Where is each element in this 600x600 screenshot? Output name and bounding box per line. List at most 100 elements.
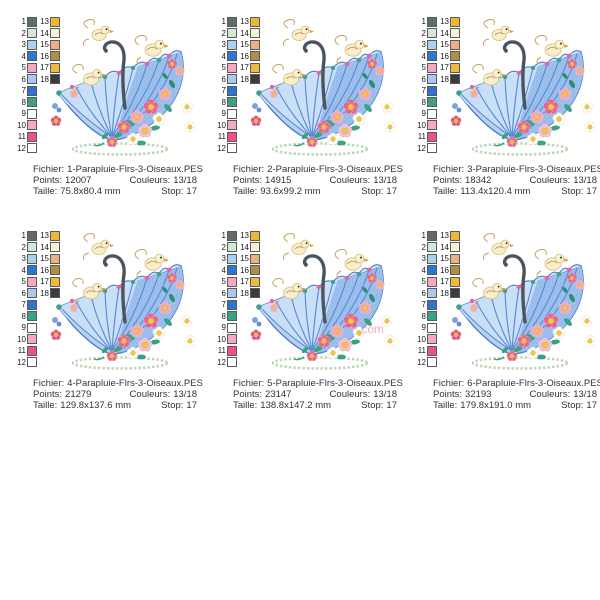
color-swatch	[27, 62, 37, 73]
color-swatch	[227, 322, 237, 333]
swatch-number: 4	[421, 265, 426, 275]
stop-label: Stop:	[361, 185, 384, 197]
color-swatch	[250, 253, 260, 264]
palette-swatch-row: 7	[212, 299, 237, 311]
swatch-number: 14	[240, 28, 249, 38]
color-swatch	[50, 28, 60, 39]
palette-swatch-row: 18	[237, 74, 260, 86]
swatch-number: 1	[421, 17, 426, 27]
palette-column-2: 13 14 15 16 17 18	[37, 16, 60, 85]
swatch-number: 4	[221, 51, 226, 61]
points-label: Points:	[33, 388, 63, 400]
file-label: Fichier:	[433, 378, 465, 389]
color-swatch	[227, 28, 237, 39]
points-label: Points:	[433, 388, 463, 400]
stop-value: 17	[186, 185, 197, 197]
palette-swatch-row: 11	[212, 345, 237, 357]
points-label: Points:	[433, 174, 463, 186]
color-swatch	[227, 97, 237, 108]
swatch-number: 6	[21, 74, 26, 84]
file-label: Fichier:	[233, 378, 265, 389]
palette-swatch-row: 6	[212, 288, 237, 300]
swatch-number: 12	[217, 357, 226, 367]
size-value: 138.8x147.2 mm	[260, 399, 332, 411]
file-label: Fichier:	[33, 378, 65, 389]
color-swatch	[27, 299, 37, 310]
stop-group: Stop: 17	[361, 399, 397, 412]
palette-swatch-row: 12	[12, 357, 37, 369]
swatch-number: 8	[21, 311, 26, 321]
palette-swatch-row: 12	[212, 143, 237, 155]
palette-swatch-row: 18	[37, 288, 60, 300]
swatch-number: 12	[17, 357, 26, 367]
color-swatch	[250, 16, 260, 27]
swatch-number: 10	[417, 120, 426, 130]
palette-swatch-row: 15	[37, 39, 60, 51]
color-swatch	[227, 357, 237, 368]
swatch-number: 6	[21, 288, 26, 298]
swatch-number: 14	[440, 242, 449, 252]
palette-swatch-row: 4	[212, 51, 237, 63]
palette-swatch-row: 1	[212, 16, 237, 28]
color-swatch	[450, 265, 460, 276]
file-name-line: Fichier: 3-Parapluie-Flrs-3-Oiseaux.PES	[433, 164, 600, 176]
file-name: 5-Parapluie-Flrs-3-Oiseaux.PES	[267, 378, 403, 389]
file-name: 1-Parapluie-Flrs-3-Oiseaux.PES	[67, 164, 203, 175]
palette-swatch-row: 13	[437, 230, 460, 242]
palette-column-1: 1 2 3 4 5 6 7 8 9 10 11 12	[12, 16, 37, 154]
color-swatch	[427, 299, 437, 310]
swatch-number: 4	[21, 265, 26, 275]
colors-group: Couleurs: 13/18	[130, 175, 197, 187]
stop-group: Stop: 17	[161, 185, 197, 198]
color-swatch	[227, 16, 237, 27]
swatch-number: 16	[40, 265, 49, 275]
stop-group: Stop: 17	[561, 186, 597, 198]
colors-label: Couleurs:	[529, 174, 571, 186]
swatch-number: 17	[40, 277, 49, 287]
colors-value: 13/18	[573, 388, 597, 400]
colors-value: 13/18	[573, 174, 597, 186]
points-group: Points: 12007	[33, 175, 91, 187]
design-info: Fichier: 5-Parapluie-Flrs-3-Oiseaux.PES P…	[233, 378, 403, 412]
swatch-number: 14	[40, 242, 49, 252]
palette-swatch-row: 17	[37, 276, 60, 288]
color-swatch	[50, 62, 60, 73]
swatch-number: 15	[240, 40, 249, 50]
color-swatch	[427, 120, 437, 131]
palette-swatch-row: 10	[412, 120, 437, 132]
color-swatch	[227, 242, 237, 253]
points-group: Points: 21279	[33, 388, 91, 401]
colors-label: Couleurs:	[329, 388, 371, 400]
color-swatch	[227, 276, 237, 287]
color-swatch	[427, 345, 437, 356]
color-swatch	[250, 276, 260, 287]
swatch-number: 3	[421, 40, 426, 50]
swatch-number: 10	[17, 120, 26, 130]
swatch-number: 15	[440, 40, 449, 50]
palette-swatch-row: 17	[237, 276, 260, 288]
palette-swatch-row: 14	[437, 242, 460, 254]
swatch-number: 10	[217, 334, 226, 344]
swatch-number: 17	[40, 63, 49, 73]
stop-value: 17	[386, 399, 397, 411]
color-swatch	[427, 265, 437, 276]
swatch-number: 6	[421, 74, 426, 84]
palette-swatch-row: 13	[237, 230, 260, 242]
palette-swatch-row: 18	[437, 74, 460, 86]
color-swatch	[227, 131, 237, 142]
design-info: Fichier: 1-Parapluie-Flrs-3-Oiseaux.PES P…	[33, 164, 203, 198]
palette-swatch-row: 1	[12, 16, 37, 28]
swatch-number: 9	[21, 109, 26, 119]
palette-swatch-row: 13	[37, 230, 60, 242]
thread-color-palette: 1 2 3 4 5 6 7 8 9 10 11 12 13 14 15 16 1…	[12, 230, 60, 368]
file-name-line: Fichier: 1-Parapluie-Flrs-3-Oiseaux.PES	[33, 164, 203, 176]
color-swatch	[427, 230, 437, 241]
palette-swatch-row: 18	[437, 288, 460, 300]
color-swatch	[250, 265, 260, 276]
palette-swatch-row: 1	[412, 230, 437, 242]
color-swatch	[27, 28, 37, 39]
palette-swatch-row: 8	[412, 311, 437, 323]
color-swatch	[427, 253, 437, 264]
color-swatch	[50, 242, 60, 253]
stop-label: Stop:	[161, 185, 184, 197]
